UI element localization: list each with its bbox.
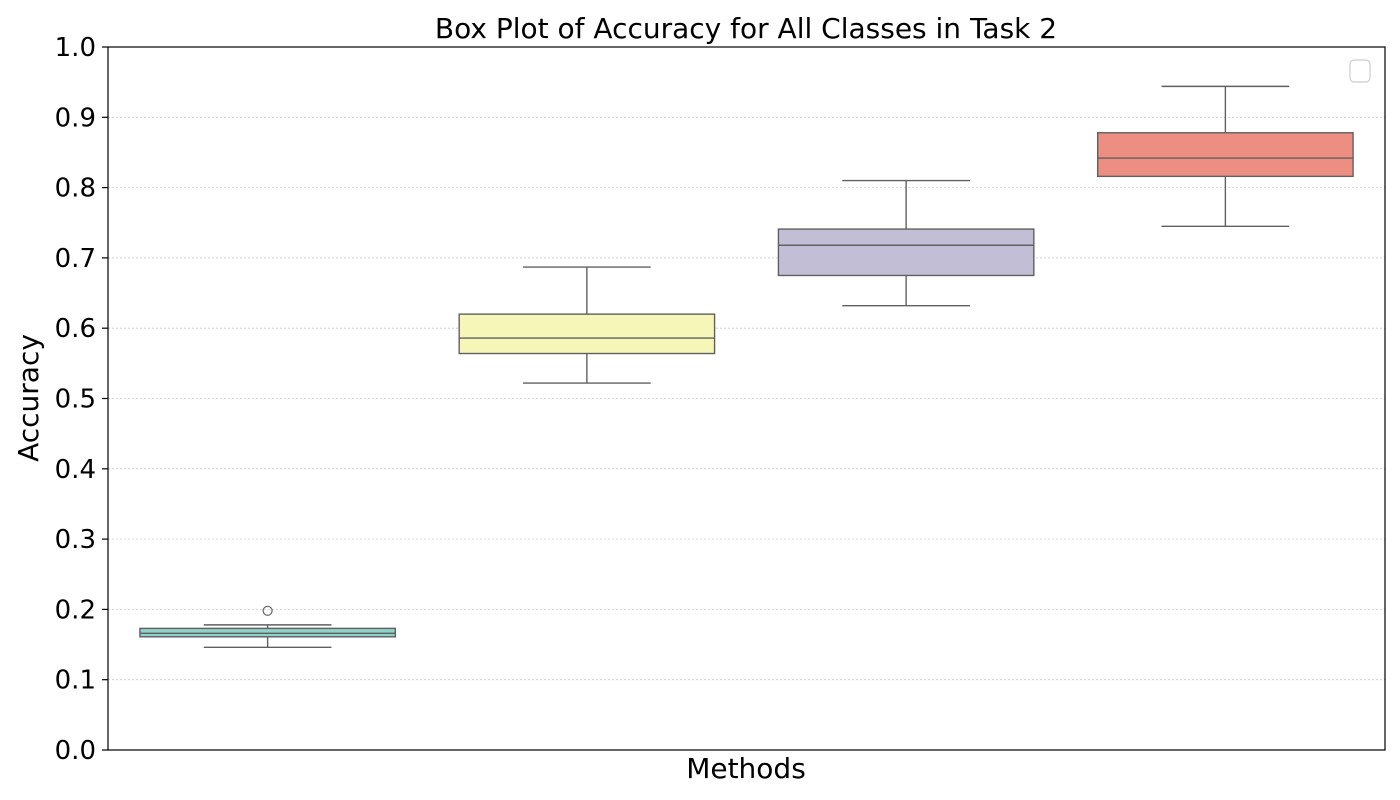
box-group (139, 605, 397, 649)
x-axis-label: Methods (686, 752, 806, 785)
y-tick-label: 0.7 (55, 244, 96, 274)
box-series (139, 85, 1354, 649)
outlier-point (262, 605, 273, 616)
y-axis-label: Accuracy (12, 334, 45, 462)
box-group (777, 179, 1035, 307)
y-axis-ticks: 0.0 0.1 0.2 0.3 0.4 0.5 0.6 0.7 0.8 0.9 1.0 (55, 33, 108, 766)
y-tick-label: 0.9 (55, 103, 96, 133)
box-iqr (139, 627, 397, 638)
grid-lines (108, 116, 1385, 681)
y-tick-label: 0.4 (55, 455, 96, 485)
y-tick-label: 0.5 (55, 385, 96, 415)
y-tick-label: 0.8 (55, 174, 96, 204)
y-tick-label: 0.6 (55, 314, 96, 344)
y-tick-label: 0.3 (55, 525, 96, 555)
box-iqr (777, 228, 1035, 277)
legend-box (1349, 59, 1371, 83)
chart-title: Box Plot of Accuracy for All Classes in … (435, 12, 1057, 45)
y-tick-label: 0.1 (55, 666, 96, 696)
box-group (458, 266, 716, 384)
box-iqr (458, 313, 716, 355)
y-tick-label: 0.0 (55, 736, 96, 766)
y-tick-label: 0.2 (55, 595, 96, 625)
box-group (1096, 85, 1354, 227)
y-tick-label: 1.0 (55, 33, 96, 63)
box-iqr (1096, 132, 1354, 178)
